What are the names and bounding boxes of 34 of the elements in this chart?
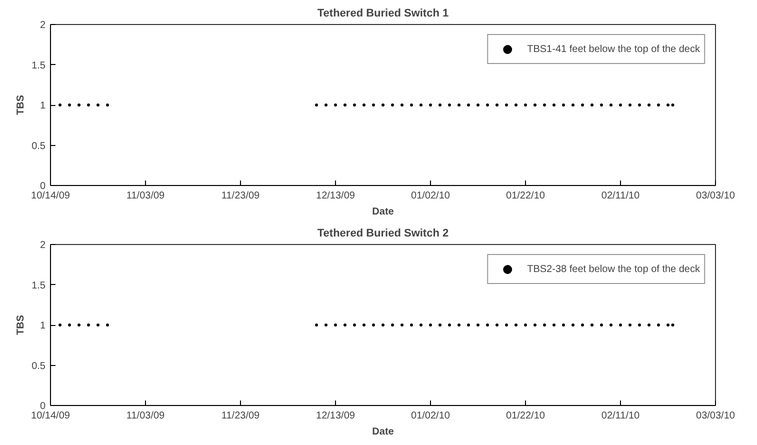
x-tick-label: 12/13/09: [316, 410, 356, 422]
x-tick-label: 01/22/10: [506, 190, 546, 202]
y-tick-label: 1: [40, 100, 46, 112]
x-tick-label: 02/11/10: [601, 410, 640, 422]
x-tick-label: 11/23/09: [221, 410, 260, 422]
x-tick-label: 11/03/09: [126, 190, 166, 202]
x-tick-label: 11/03/09: [126, 410, 166, 422]
y-axis-title: TBS: [16, 314, 27, 335]
y-tick-label: 1.5: [32, 280, 46, 292]
y-tick-label: 0.5: [32, 140, 46, 152]
legend-label: TBS2-38 feet below the top of the deck: [527, 264, 700, 274]
x-tick-label: 01/02/10: [411, 190, 450, 202]
chart-title: Tethered Buried Switch 1: [317, 8, 449, 20]
y-axis-title: TBS: [16, 94, 27, 115]
x-tick-label: 01/02/10: [411, 410, 450, 422]
y-tick-label: 0.5: [32, 360, 46, 372]
y-tick-label: 0: [40, 401, 46, 412]
x-tick-label: 03/03/10: [696, 190, 736, 202]
x-axis-title: Date: [372, 206, 394, 218]
y-tick-label: 2: [40, 20, 46, 31]
x-tick-label: 03/03/10: [696, 410, 736, 422]
x-tick-label: 10/14/09: [31, 190, 70, 202]
y-tick-label: 1.5: [32, 60, 46, 72]
chart-title: Tethered Buried Switch 2: [317, 228, 449, 240]
legend-label: TBS1-41 feet below the top of the deck: [527, 44, 700, 54]
x-axis-title: Date: [372, 426, 394, 438]
y-tick-label: 1: [40, 320, 46, 332]
x-tick-label: 12/13/09: [316, 190, 356, 202]
y-tick-label: 0: [40, 181, 46, 192]
x-tick-label: 01/22/10: [506, 410, 546, 422]
x-tick-label: 02/11/10: [601, 190, 640, 202]
x-tick-label: 11/23/09: [221, 190, 260, 202]
x-tick-label: 10/14/09: [31, 410, 70, 422]
y-tick-label: 2: [40, 240, 46, 251]
